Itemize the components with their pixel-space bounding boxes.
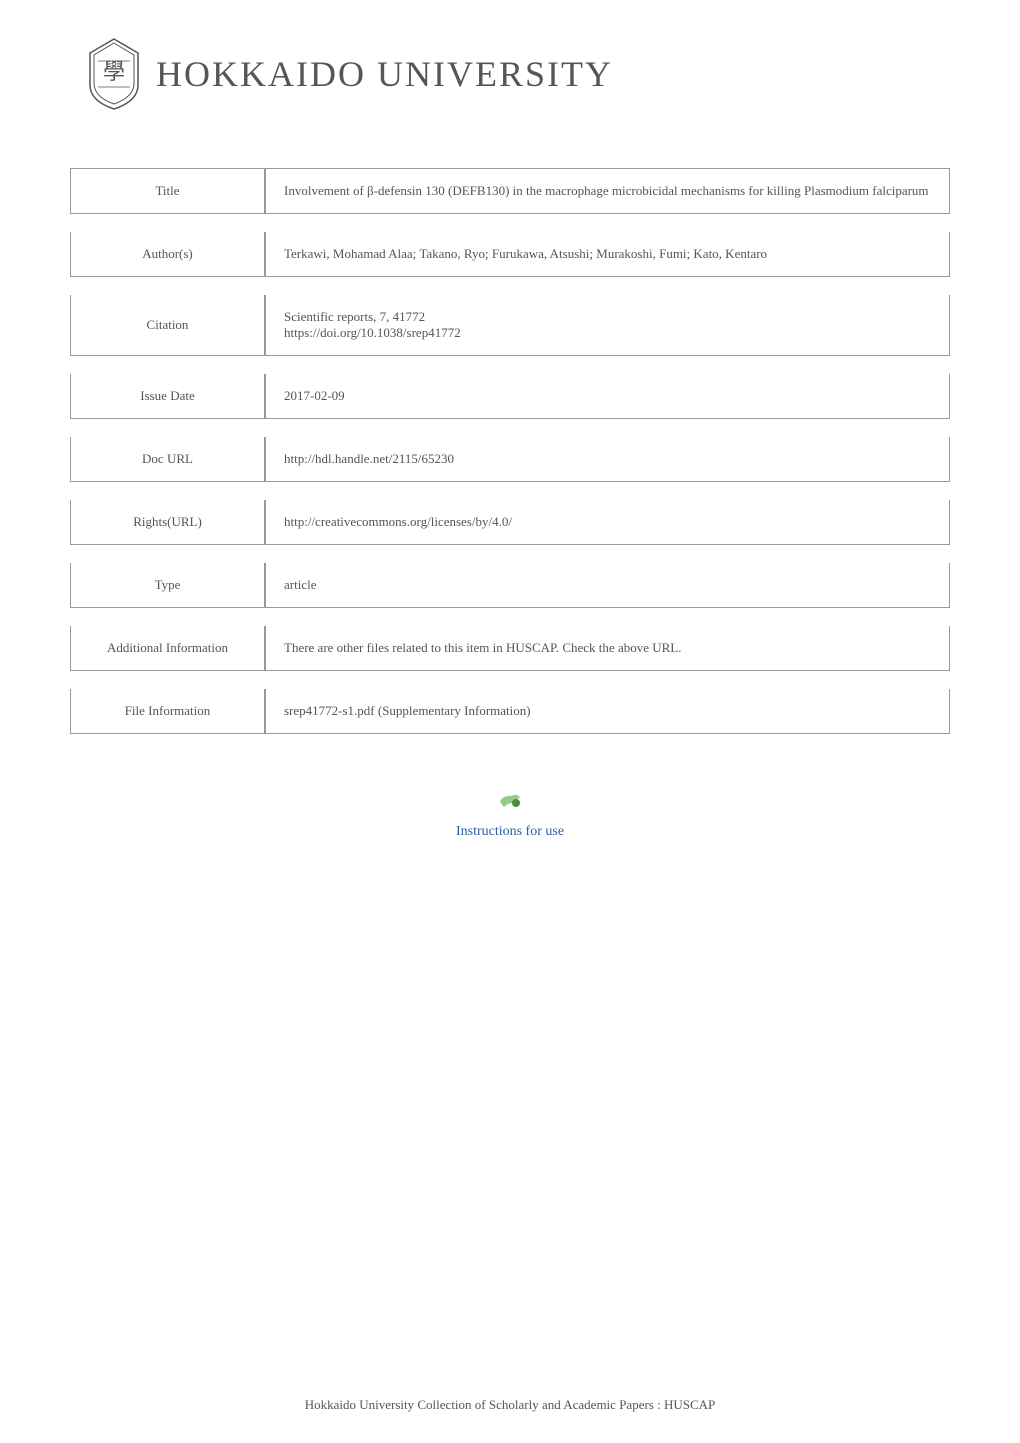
metadata-key: Issue Date xyxy=(70,374,265,419)
metadata-key: Author(s) xyxy=(70,232,265,277)
metadata-value: Scientific reports, 7, 41772 https://doi… xyxy=(265,295,950,356)
table-row: Additional InformationThere are other fi… xyxy=(70,626,950,671)
svg-text:學: 學 xyxy=(103,59,125,84)
table-row: Author(s)Terkawi, Mohamad Alaa; Takano, … xyxy=(70,232,950,277)
metadata-key: Additional Information xyxy=(70,626,265,671)
row-spacer xyxy=(70,356,950,374)
university-name: HOKKAIDO UNIVERSITY xyxy=(156,53,613,95)
metadata-key: Title xyxy=(70,168,265,214)
metadata-key: Doc URL xyxy=(70,437,265,482)
table-row: TitleInvolvement of β-defensin 130 (DEFB… xyxy=(70,168,950,214)
metadata-key: File Information xyxy=(70,689,265,734)
metadata-key: Citation xyxy=(70,295,265,356)
metadata-key: Rights(URL) xyxy=(70,500,265,545)
metadata-value: article xyxy=(265,563,950,608)
instructions-section: Instructions for use xyxy=(0,789,1020,840)
table-row: Rights(URL)http://creativecommons.org/li… xyxy=(70,500,950,545)
table-row: Typearticle xyxy=(70,563,950,608)
row-spacer xyxy=(70,419,950,437)
metadata-value: 2017-02-09 xyxy=(265,374,950,419)
table-row: CitationScientific reports, 7, 41772 htt… xyxy=(70,295,950,356)
table-row: Issue Date2017-02-09 xyxy=(70,374,950,419)
row-spacer xyxy=(70,608,950,626)
metadata-key: Type xyxy=(70,563,265,608)
metadata-value: Involvement of β-defensin 130 (DEFB130) … xyxy=(265,168,950,214)
metadata-value: http://hdl.handle.net/2115/65230 xyxy=(265,437,950,482)
metadata-value: srep41772-s1.pdf (Supplementary Informat… xyxy=(265,689,950,734)
metadata-value: There are other files related to this it… xyxy=(265,626,950,671)
page-footer: Hokkaido University Collection of Schola… xyxy=(0,1397,1020,1413)
page-header: 學 HOKKAIDO UNIVERSITY xyxy=(0,0,1020,138)
bird-icon xyxy=(496,789,524,816)
row-spacer xyxy=(70,214,950,232)
row-spacer xyxy=(70,482,950,500)
university-logo: 學 xyxy=(80,35,148,113)
instructions-link[interactable]: Instructions for use xyxy=(0,824,1020,840)
row-spacer xyxy=(70,545,950,563)
metadata-value: http://creativecommons.org/licenses/by/4… xyxy=(265,500,950,545)
table-row: Doc URLhttp://hdl.handle.net/2115/65230 xyxy=(70,437,950,482)
row-spacer xyxy=(70,671,950,689)
table-row: File Informationsrep41772-s1.pdf (Supple… xyxy=(70,689,950,734)
metadata-table: TitleInvolvement of β-defensin 130 (DEFB… xyxy=(70,168,950,734)
metadata-value: Terkawi, Mohamad Alaa; Takano, Ryo; Furu… xyxy=(265,232,950,277)
row-spacer xyxy=(70,277,950,295)
